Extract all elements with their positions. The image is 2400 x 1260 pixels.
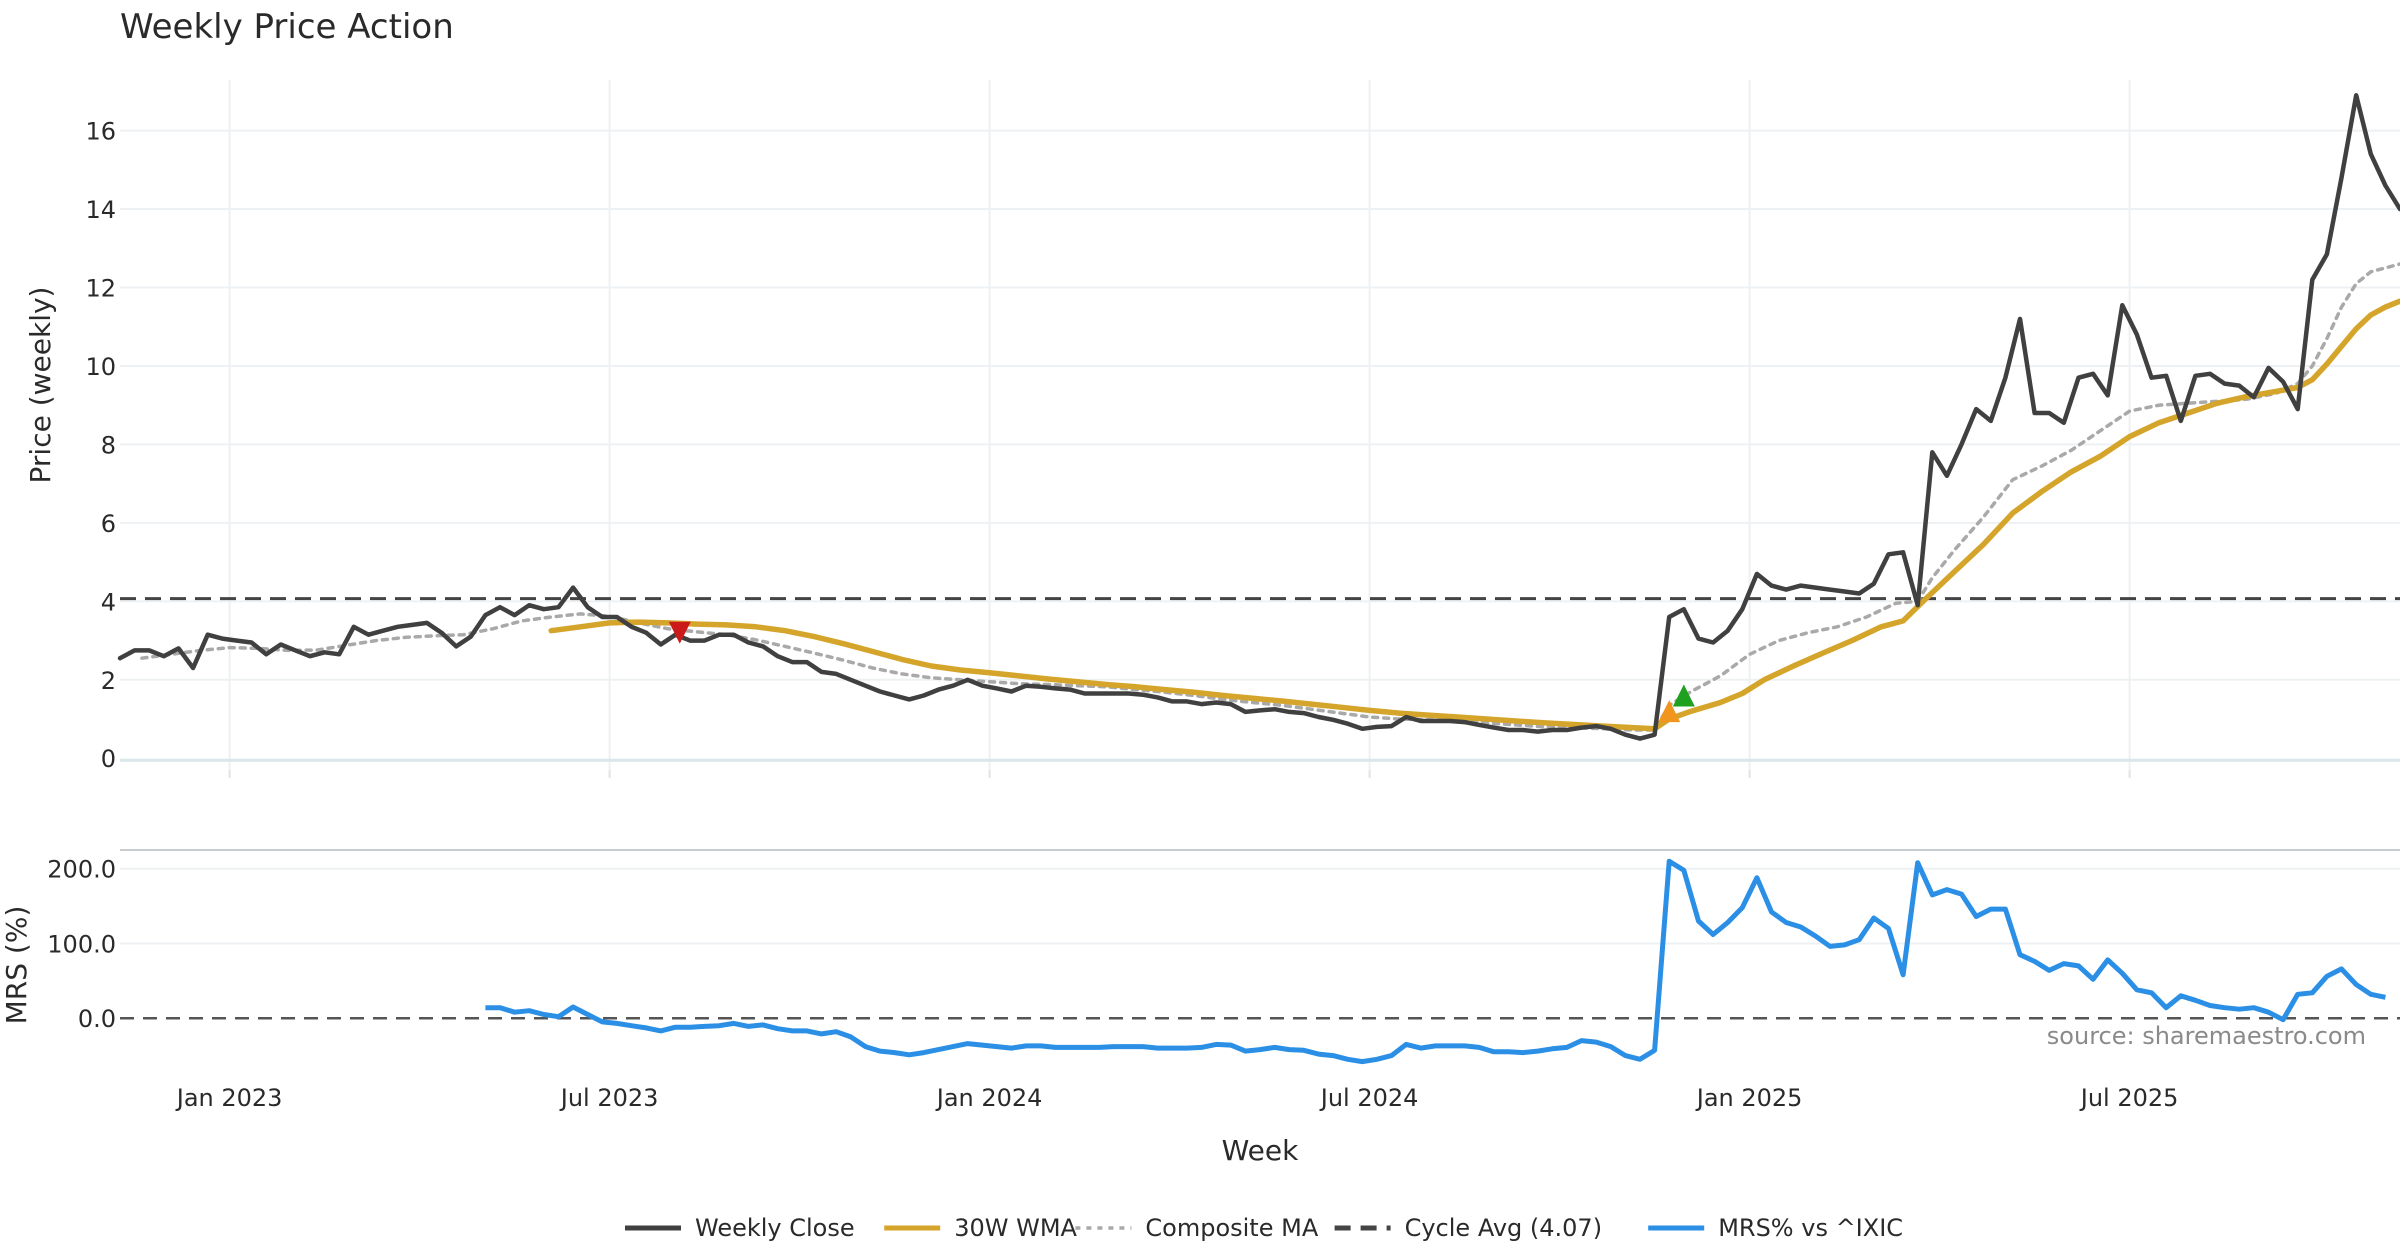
mrs-y-axis: 0.0 100.0 200.0: [47, 856, 116, 1034]
price-y-axis: 0 2 4 6 8 10 12 14 16: [85, 118, 116, 774]
sell-signal: [668, 621, 691, 644]
x-tick-label: Jan 2023: [175, 1084, 283, 1112]
legend-label: 30W WMA: [954, 1214, 1077, 1242]
x-tick-label: Jan 2025: [1695, 1084, 1803, 1112]
mrs-y-tick-label: 0.0: [78, 1005, 116, 1033]
mrs-panel-lines: [485, 858, 2386, 1065]
price-y-tick-label: 14: [85, 196, 116, 224]
mrs-y-tick-label: 100.0: [47, 930, 116, 958]
composite-ma-line: [140, 262, 2400, 732]
mrs-y-axis-label: MRS (%): [0, 906, 33, 1025]
price-y-tick-label: 0: [101, 745, 116, 773]
legend-label: Cycle Avg (4.07): [1405, 1214, 1602, 1242]
price-y-axis-label: Price (weekly): [24, 287, 57, 484]
x-axis: Jan 2023 Jul 2023 Jan 2024 Jul 2024 Jan 2025…: [175, 1084, 2179, 1112]
x-tick-label: Jan 2024: [935, 1084, 1043, 1112]
price-y-tick-label: 16: [85, 118, 116, 146]
legend-label: Composite MA: [1145, 1214, 1318, 1242]
x-tick-label: Jul 2023: [559, 1084, 659, 1112]
buy-signal-green: [1672, 684, 1695, 707]
price-y-tick-label: 12: [85, 275, 116, 303]
price-y-tick-label: 4: [101, 588, 116, 616]
x-tick-label: Jul 2024: [1319, 1084, 1419, 1112]
price-y-tick-label: 6: [101, 510, 116, 538]
x-axis-label: Week: [1222, 1134, 1299, 1167]
mrs-panel-grid: [120, 867, 2400, 1020]
weekly-close-line: [117, 93, 2400, 741]
mrs-y-tick-label: 200.0: [47, 856, 116, 884]
price-panel-lines: [117, 93, 2400, 741]
legend-label: Weekly Close: [695, 1214, 855, 1242]
price-y-tick-label: 8: [101, 431, 116, 459]
price-panel-grid: [120, 80, 2400, 778]
mrs-line: [485, 858, 2386, 1065]
source-note: source: sharemaestro.com: [2047, 1022, 2366, 1050]
x-tick-label: Jul 2025: [2079, 1084, 2179, 1112]
price-y-tick-label: 2: [101, 667, 116, 695]
price-y-tick-label: 10: [85, 353, 116, 381]
price-panel-signals: [668, 621, 1695, 723]
chart-title: Weekly Price Action: [120, 7, 454, 47]
buy-signal-orange: [1658, 700, 1681, 723]
legend-label: MRS% vs ^IXIC: [1718, 1214, 1903, 1242]
legend: Weekly Close 30W WMA Composite MA Cycle Avg…: [625, 1214, 1903, 1242]
wma-30w-line: [548, 298, 2400, 732]
